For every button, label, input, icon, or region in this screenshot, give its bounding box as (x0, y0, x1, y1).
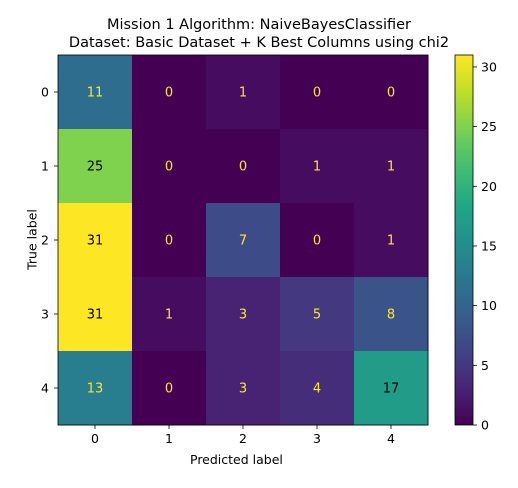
cell-2-1 (132, 203, 207, 278)
cell-label-1-1: 0 (165, 160, 173, 175)
cell-2-4 (354, 203, 429, 278)
colorbar-tick-label-5: 25 (481, 119, 497, 134)
cell-2-2 (206, 203, 281, 278)
cell-label-0-1: 0 (165, 86, 173, 101)
cell-label-3-3: 5 (313, 308, 321, 323)
y-tick-label-4: 4 (41, 381, 49, 396)
cell-1-3 (280, 129, 355, 204)
cell-4-0 (58, 351, 133, 426)
cell-3-2 (206, 277, 281, 352)
cell-label-2-2: 7 (239, 234, 247, 249)
cell-label-1-4: 1 (387, 160, 395, 175)
cell-label-4-0: 13 (87, 382, 104, 397)
cell-label-4-3: 4 (313, 382, 321, 397)
cell-label-3-2: 3 (239, 308, 247, 323)
chart-title: Mission 1 Algorithm: NaiveBayesClassifie… (106, 17, 412, 33)
colorbar-tick-label-0: 0 (481, 418, 489, 433)
cell-label-1-3: 1 (313, 160, 321, 175)
colorbar-tick-label-4: 20 (481, 179, 497, 194)
cell-label-1-0: 25 (87, 160, 104, 175)
cell-1-2 (206, 129, 281, 204)
cell-label-0-2: 1 (239, 86, 247, 101)
cell-label-1-2: 0 (239, 160, 247, 175)
cell-1-1 (132, 129, 207, 204)
cell-0-3 (280, 55, 355, 130)
cell-label-2-4: 1 (387, 234, 395, 249)
cell-label-0-3: 0 (313, 86, 321, 101)
x-tick-label-2: 2 (239, 431, 247, 446)
cell-3-3 (280, 277, 355, 352)
cell-4-1 (132, 351, 207, 426)
cell-label-2-1: 0 (165, 234, 173, 249)
y-tick-label-0: 0 (41, 85, 49, 100)
cell-0-0 (58, 55, 133, 130)
cell-3-1 (132, 277, 207, 352)
cell-label-4-1: 0 (165, 382, 173, 397)
cell-0-1 (132, 55, 207, 130)
cell-3-0 (58, 277, 133, 352)
cell-4-4 (354, 351, 429, 426)
cell-0-4 (354, 55, 429, 130)
cell-4-3 (280, 351, 355, 426)
y-axis-title: True label (24, 209, 40, 270)
colorbar-tick-label-2: 10 (481, 298, 497, 313)
cell-label-3-1: 1 (165, 308, 173, 323)
y-tick-label-1: 1 (41, 159, 49, 174)
cell-label-0-4: 0 (387, 86, 395, 101)
cell-4-2 (206, 351, 281, 426)
cell-2-3 (280, 203, 355, 278)
cell-label-2-3: 0 (313, 234, 321, 249)
cell-label-3-4: 8 (387, 308, 395, 323)
x-tick-label-3: 3 (313, 431, 321, 446)
colorbar-tick-label-1: 5 (481, 358, 489, 373)
cell-0-2 (206, 55, 281, 130)
cell-label-0-0: 11 (87, 86, 104, 101)
cell-3-4 (354, 277, 429, 352)
y-tick-label-3: 3 (41, 307, 49, 322)
cell-label-3-0: 31 (87, 308, 104, 323)
cell-1-4 (354, 129, 429, 204)
colorbar (454, 54, 474, 426)
x-axis-title: Predicted label (190, 452, 283, 467)
colorbar-tick-label-6: 30 (481, 59, 497, 74)
x-tick-label-0: 0 (91, 431, 99, 446)
cell-1-0 (58, 129, 133, 204)
x-tick-label-1: 1 (165, 431, 173, 446)
cell-label-4-2: 3 (239, 382, 247, 397)
cell-label-2-0: 31 (87, 234, 104, 249)
cell-label-4-4: 17 (383, 382, 400, 397)
cell-2-0 (58, 203, 133, 278)
colorbar-tick-label-3: 15 (481, 238, 497, 253)
x-tick-label-4: 4 (387, 431, 395, 446)
y-tick-label-2: 2 (41, 233, 49, 248)
chart-subtitle: Dataset: Basic Dataset + K Best Columns … (68, 35, 450, 51)
